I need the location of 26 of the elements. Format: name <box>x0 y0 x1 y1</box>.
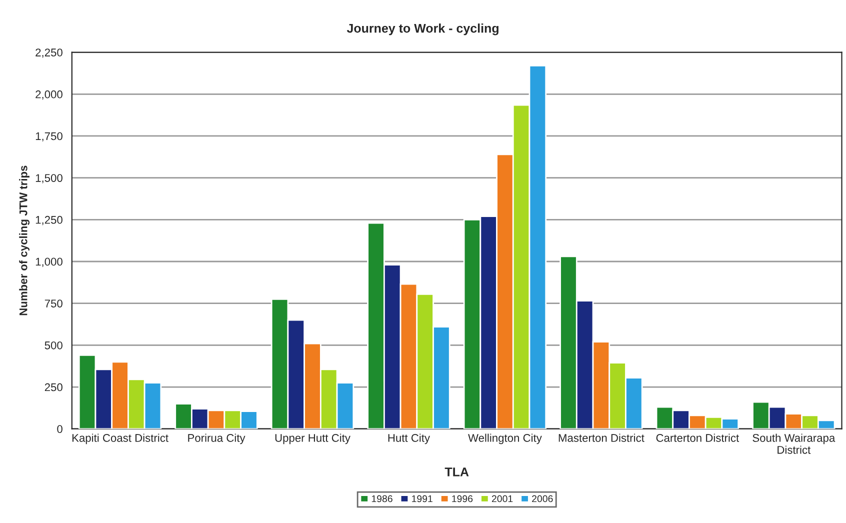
y-tick-label: 750 <box>44 300 62 308</box>
legend-label: 2001 <box>492 495 513 502</box>
y-tick-label: 2,000 <box>36 90 62 100</box>
legend-label: 2006 <box>532 495 553 502</box>
y-tick-label: 250 <box>44 383 62 392</box>
legend-label: 1991 <box>412 495 432 502</box>
legend-label: 1996 <box>452 495 473 502</box>
x-tick-label: Wellington City <box>468 434 542 444</box>
y-tick-label: 2,250 <box>36 48 62 58</box>
chart-title: Journey to Work - cycling <box>346 24 498 36</box>
x-tick-label: Upper Hutt City <box>275 434 350 444</box>
x-tick-label: Hutt City <box>388 434 430 444</box>
y-axis-title: Number of cycling JTW trips <box>19 166 30 316</box>
y-tick-label: 1,750 <box>36 132 62 142</box>
x-tick-label: Masterton District <box>558 434 644 442</box>
y-tick-label: 500 <box>44 341 62 350</box>
y-tick-label: 1,250 <box>36 216 62 226</box>
x-tick-label: South Wairarapa District <box>752 434 836 454</box>
x-axis-title: TLA <box>444 468 469 476</box>
y-tick-label: 1,500 <box>36 174 62 184</box>
x-tick-label: Porirua City <box>188 434 246 444</box>
legend-label: 1986 <box>372 495 392 502</box>
y-tick-label: 0 <box>57 425 62 433</box>
y-tick-label: 1,000 <box>36 258 62 267</box>
x-tick-label: Carterton District <box>656 434 740 442</box>
x-tick-label: Kapiti Coast District <box>72 434 168 444</box>
